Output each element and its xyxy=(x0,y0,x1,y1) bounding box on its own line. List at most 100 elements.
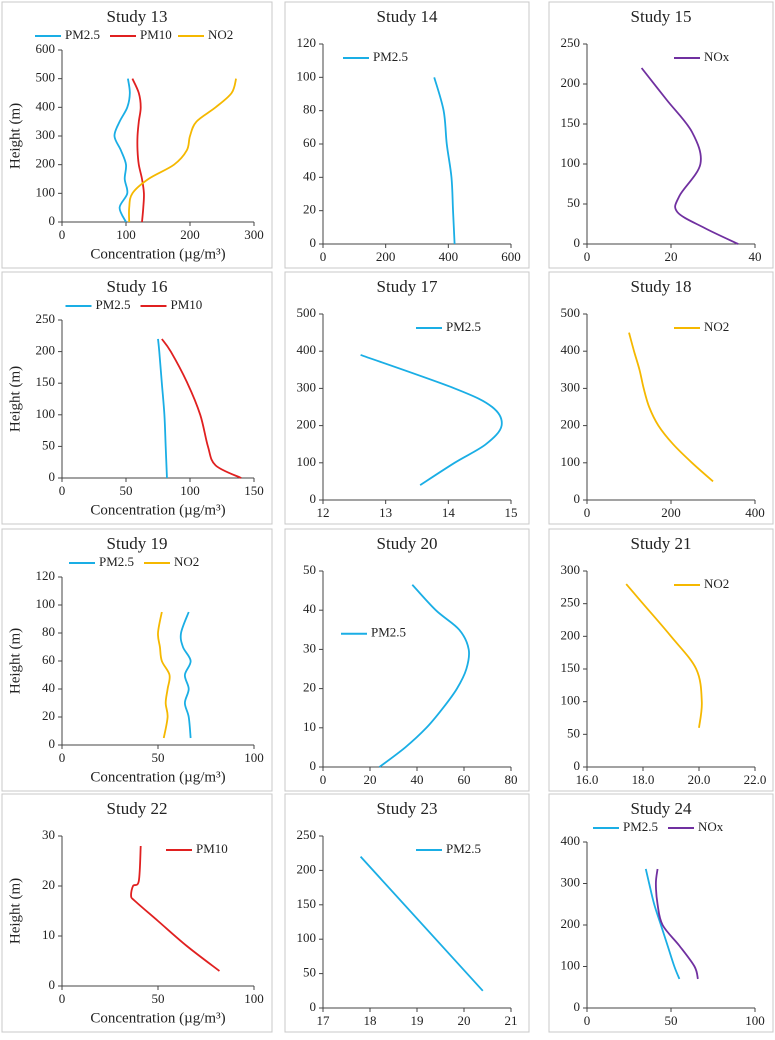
chart-title: Study 21 xyxy=(631,534,692,553)
legend-label: PM10 xyxy=(196,841,228,856)
legend-label: NOx xyxy=(698,819,724,834)
y-tick-label: 10 xyxy=(42,927,55,942)
chart-title: Study 14 xyxy=(377,7,438,26)
x-tick-label: 22.0 xyxy=(744,772,767,787)
y-tick-label: 100 xyxy=(36,406,56,421)
y-tick-label: 150 xyxy=(36,374,56,389)
y-tick-label: 400 xyxy=(297,342,317,357)
y-tick-label: 100 xyxy=(561,693,581,708)
y-tick-label: 80 xyxy=(42,624,55,639)
x-tick-label: 60 xyxy=(458,772,471,787)
data-line xyxy=(625,583,703,728)
x-tick-label: 0 xyxy=(584,505,591,520)
y-tick-label: 50 xyxy=(303,562,316,577)
x-tick-label: 17 xyxy=(317,1013,331,1028)
x-tick-label: 600 xyxy=(501,249,521,264)
y-tick-label: 50 xyxy=(567,725,580,740)
data-line xyxy=(113,78,131,223)
data-line xyxy=(157,611,171,739)
y-tick-label: 300 xyxy=(561,562,581,577)
y-tick-label: 60 xyxy=(42,652,55,667)
panel-border xyxy=(548,528,774,792)
y-tick-label: 100 xyxy=(561,454,581,469)
y-tick-label: 0 xyxy=(310,235,317,250)
y-tick-label: 100 xyxy=(36,184,56,199)
panel-border xyxy=(1,793,273,1033)
x-tick-label: 16.0 xyxy=(576,772,599,787)
data-line xyxy=(157,338,168,479)
y-tick-label: 200 xyxy=(297,417,317,432)
x-tick-label: 19 xyxy=(411,1013,424,1028)
x-tick-label: 0 xyxy=(59,750,66,765)
legend-label: PM2.5 xyxy=(446,841,481,856)
y-tick-label: 50 xyxy=(303,965,316,980)
x-axis-label: Concentration (µg/m³) xyxy=(90,769,225,785)
y-axis-label: Height (m) xyxy=(7,628,23,694)
x-tick-label: 100 xyxy=(180,483,200,498)
y-tick-label: 150 xyxy=(561,115,581,130)
x-tick-label: 20 xyxy=(665,249,678,264)
x-tick-label: 0 xyxy=(320,772,327,787)
panel-border xyxy=(1,271,273,525)
x-tick-label: 20 xyxy=(364,772,377,787)
y-tick-label: 120 xyxy=(297,35,317,50)
x-tick-label: 200 xyxy=(180,227,200,242)
x-tick-label: 50 xyxy=(665,1013,678,1028)
y-tick-label: 300 xyxy=(561,874,581,889)
panel-border xyxy=(284,528,530,792)
y-tick-label: 200 xyxy=(561,75,581,90)
y-tick-label: 0 xyxy=(574,491,581,506)
y-axis-label: Height (m) xyxy=(7,878,23,944)
y-tick-label: 50 xyxy=(567,195,580,210)
panel-border xyxy=(548,1,774,269)
legend-label: NOx xyxy=(704,49,730,64)
y-tick-label: 600 xyxy=(36,41,56,56)
y-tick-label: 0 xyxy=(310,758,317,773)
y-tick-label: 30 xyxy=(42,827,55,842)
y-axis-label: Height (m) xyxy=(7,103,23,169)
x-tick-label: 40 xyxy=(749,249,762,264)
legend-label: PM2.5 xyxy=(373,49,408,64)
x-tick-label: 100 xyxy=(116,227,136,242)
y-tick-label: 100 xyxy=(297,68,317,83)
data-line xyxy=(640,67,739,245)
y-tick-label: 20 xyxy=(303,680,316,695)
chart-title: Study 18 xyxy=(631,277,692,296)
x-tick-label: 400 xyxy=(745,505,765,520)
x-tick-label: 0 xyxy=(59,227,66,242)
chart-title: Study 15 xyxy=(631,7,692,26)
x-tick-label: 150 xyxy=(244,483,264,498)
x-tick-label: 40 xyxy=(411,772,424,787)
y-tick-label: 0 xyxy=(49,736,56,751)
legend-label: PM2.5 xyxy=(371,625,406,640)
x-tick-label: 200 xyxy=(376,249,396,264)
x-tick-label: 0 xyxy=(584,249,591,264)
x-tick-label: 0 xyxy=(59,483,66,498)
y-tick-label: 500 xyxy=(36,70,56,85)
legend-label: PM2.5 xyxy=(623,819,658,834)
chart-title: Study 24 xyxy=(631,799,692,818)
x-tick-label: 14 xyxy=(442,505,456,520)
legend-label: PM2.5 xyxy=(99,554,134,569)
panel-border xyxy=(284,793,530,1033)
y-tick-label: 40 xyxy=(303,601,316,616)
data-line xyxy=(161,338,242,479)
legend-label: NO2 xyxy=(174,554,199,569)
legend-label: NO2 xyxy=(208,27,233,42)
y-tick-label: 400 xyxy=(561,342,581,357)
legend-label: PM2.5 xyxy=(96,297,131,312)
panel-border xyxy=(1,1,273,269)
panel-border xyxy=(1,528,273,792)
y-tick-label: 200 xyxy=(36,343,56,358)
y-tick-label: 100 xyxy=(561,155,581,170)
y-tick-label: 0 xyxy=(574,235,581,250)
y-tick-label: 50 xyxy=(42,437,55,452)
x-tick-label: 200 xyxy=(661,505,681,520)
y-tick-label: 20 xyxy=(303,202,316,217)
legend-label: PM10 xyxy=(171,297,203,312)
data-line xyxy=(128,78,237,223)
y-tick-label: 100 xyxy=(297,930,317,945)
x-tick-label: 0 xyxy=(320,249,327,264)
chart-title: Study 19 xyxy=(107,534,168,553)
x-tick-label: 50 xyxy=(120,483,133,498)
